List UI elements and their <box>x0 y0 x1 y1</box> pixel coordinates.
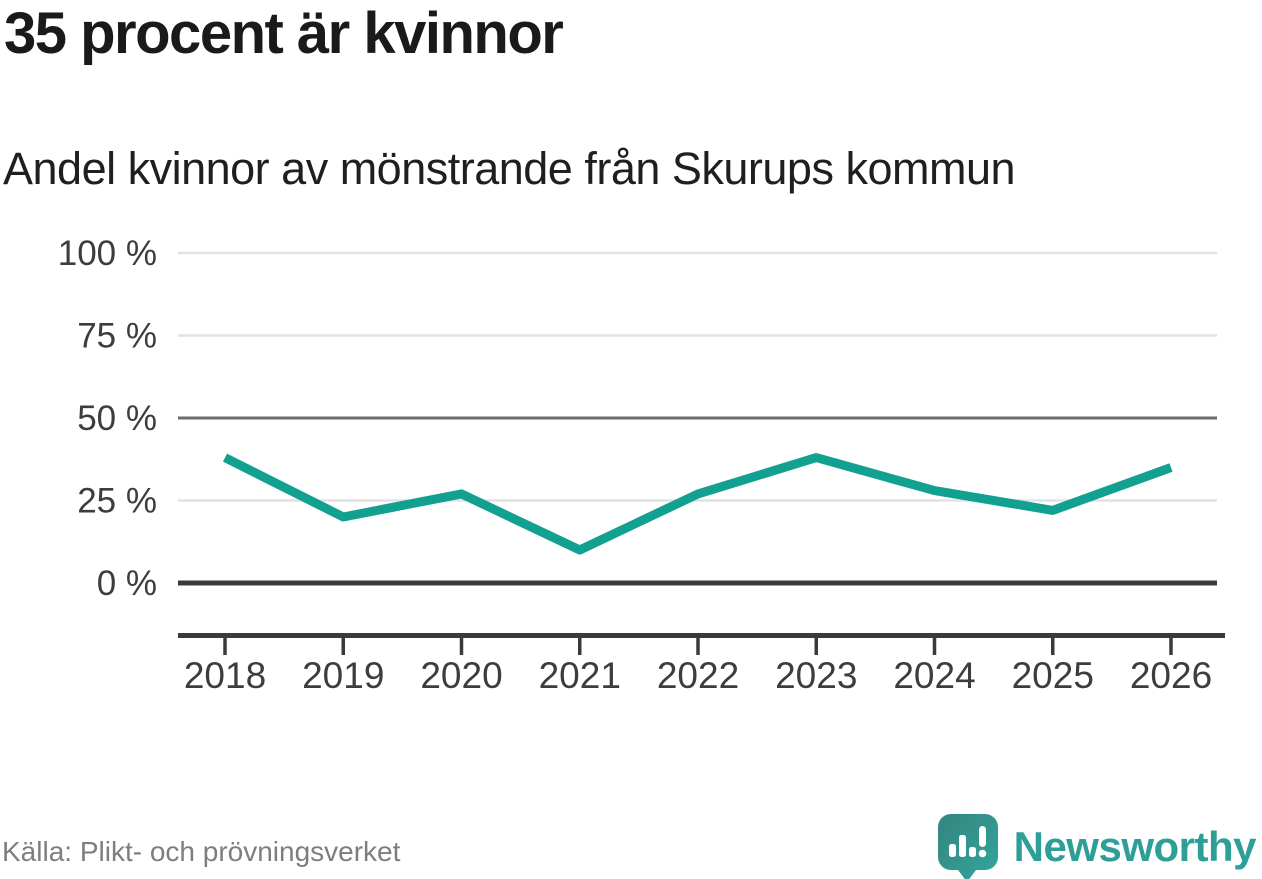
x-tick-label: 2021 <box>539 655 621 696</box>
y-tick-label: 100 % <box>58 234 157 273</box>
bar-2 <box>958 835 966 857</box>
x-tick-label: 2020 <box>420 655 502 696</box>
x-tick-label: 2025 <box>1012 655 1094 696</box>
brand-logo: Newsworthy <box>936 812 1257 879</box>
speech-bubble-shape <box>937 814 998 879</box>
x-tick-label: 2026 <box>1130 655 1212 696</box>
page-title: 35 procent är kvinnor <box>4 1 564 66</box>
source-note: Källa: Plikt- och prövningsverket <box>2 836 401 867</box>
x-tick-label: 2019 <box>302 655 384 696</box>
brand-name: Newsworthy <box>1013 823 1257 870</box>
x-tick-label: 2023 <box>775 655 857 696</box>
exclamation-dot <box>978 849 986 858</box>
chart-subtitle: Andel kvinnor av mönstrande från Skurups… <box>3 143 1016 194</box>
x-tick-label: 2018 <box>184 655 266 696</box>
bar-3 <box>968 847 976 857</box>
x-tick-label: 2024 <box>893 655 975 696</box>
newsworthy-logo-icon <box>937 814 998 879</box>
line-chart: 100 % 75 % 50 % 25 % 0 % 2018 2019 2020 2021 2022… <box>0 228 1262 708</box>
x-tick-label: 2022 <box>657 655 739 696</box>
chart-svg: 100 % 75 % 50 % 25 % 0 % 2018 2019 2020 2021 2022… <box>58 234 1225 696</box>
y-tick-label: 0 % <box>97 564 157 603</box>
y-tick-label: 75 % <box>77 317 157 356</box>
trend-line <box>222 453 1173 555</box>
y-tick-label: 50 % <box>77 399 157 438</box>
bar-1 <box>948 844 956 857</box>
exclamation-bar <box>978 826 986 847</box>
y-tick-label: 25 % <box>77 482 157 521</box>
